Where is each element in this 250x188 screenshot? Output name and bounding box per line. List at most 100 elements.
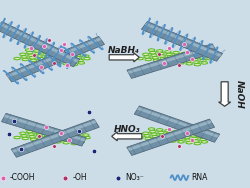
Point	[7, 133, 11, 136]
Polygon shape	[127, 45, 214, 74]
Polygon shape	[144, 23, 221, 57]
Polygon shape	[25, 49, 32, 52]
Polygon shape	[51, 54, 57, 57]
Polygon shape	[153, 138, 159, 141]
Polygon shape	[28, 133, 34, 136]
Polygon shape	[0, 23, 78, 63]
Text: -COOH: -COOH	[10, 173, 36, 182]
Polygon shape	[26, 130, 33, 133]
Point	[44, 125, 48, 128]
Polygon shape	[205, 134, 211, 136]
Polygon shape	[199, 138, 205, 141]
Polygon shape	[126, 119, 214, 155]
Polygon shape	[30, 138, 36, 141]
Polygon shape	[150, 54, 156, 57]
Polygon shape	[191, 137, 197, 140]
Polygon shape	[152, 56, 158, 59]
Polygon shape	[160, 57, 166, 60]
Polygon shape	[7, 38, 101, 78]
Polygon shape	[158, 134, 164, 136]
FancyArrow shape	[109, 53, 139, 62]
Polygon shape	[46, 140, 53, 142]
Polygon shape	[58, 52, 64, 55]
Polygon shape	[182, 55, 188, 57]
Polygon shape	[192, 61, 198, 63]
Polygon shape	[60, 136, 66, 139]
Polygon shape	[136, 136, 142, 139]
Point	[87, 110, 91, 113]
Polygon shape	[59, 55, 65, 57]
Polygon shape	[25, 128, 32, 130]
Polygon shape	[38, 139, 44, 142]
Point	[63, 176, 67, 179]
Polygon shape	[174, 54, 180, 57]
Polygon shape	[77, 59, 83, 62]
Polygon shape	[26, 51, 33, 54]
Point	[167, 127, 171, 130]
Polygon shape	[21, 134, 27, 137]
Polygon shape	[148, 49, 154, 52]
Polygon shape	[44, 134, 50, 137]
Polygon shape	[70, 140, 76, 142]
Polygon shape	[197, 54, 203, 57]
Point	[77, 129, 81, 132]
Text: NO₃⁻: NO₃⁻	[125, 173, 144, 182]
FancyArrow shape	[111, 132, 141, 141]
Polygon shape	[169, 140, 175, 142]
Polygon shape	[158, 55, 164, 57]
Polygon shape	[20, 53, 26, 56]
Polygon shape	[180, 131, 187, 134]
Point	[62, 43, 66, 46]
Polygon shape	[36, 134, 42, 136]
Point	[32, 54, 36, 57]
Point	[116, 176, 119, 179]
Polygon shape	[150, 133, 156, 136]
Polygon shape	[82, 134, 88, 136]
Polygon shape	[59, 134, 65, 136]
Polygon shape	[66, 132, 72, 135]
Polygon shape	[166, 55, 173, 58]
Polygon shape	[184, 139, 190, 142]
Polygon shape	[149, 51, 155, 54]
Polygon shape	[166, 53, 172, 56]
Polygon shape	[160, 136, 166, 139]
Polygon shape	[34, 129, 40, 131]
Polygon shape	[206, 136, 212, 139]
Polygon shape	[156, 50, 162, 52]
Polygon shape	[175, 135, 181, 138]
Polygon shape	[34, 50, 40, 52]
Point	[19, 148, 23, 151]
Polygon shape	[76, 56, 82, 59]
Polygon shape	[188, 53, 195, 56]
Polygon shape	[67, 56, 73, 58]
Polygon shape	[153, 59, 159, 62]
Polygon shape	[148, 128, 154, 130]
Polygon shape	[78, 140, 84, 143]
Polygon shape	[191, 58, 197, 61]
Polygon shape	[54, 138, 60, 141]
Point	[177, 63, 181, 66]
Point	[184, 131, 188, 134]
Polygon shape	[205, 55, 211, 58]
Polygon shape	[6, 36, 104, 82]
Polygon shape	[172, 51, 178, 54]
Polygon shape	[142, 132, 148, 135]
Text: -OH: -OH	[72, 173, 87, 182]
Polygon shape	[161, 60, 167, 63]
Polygon shape	[176, 138, 182, 141]
FancyArrow shape	[218, 82, 230, 106]
Point	[47, 39, 51, 42]
Polygon shape	[43, 132, 49, 135]
Polygon shape	[43, 53, 49, 56]
Polygon shape	[164, 129, 170, 132]
Polygon shape	[168, 58, 174, 61]
Polygon shape	[126, 44, 216, 78]
Polygon shape	[74, 133, 80, 136]
Polygon shape	[134, 106, 219, 142]
Point	[159, 135, 163, 138]
Point	[0, 176, 4, 179]
Polygon shape	[185, 141, 192, 144]
Polygon shape	[55, 61, 61, 64]
Polygon shape	[84, 57, 90, 60]
Polygon shape	[42, 129, 48, 132]
